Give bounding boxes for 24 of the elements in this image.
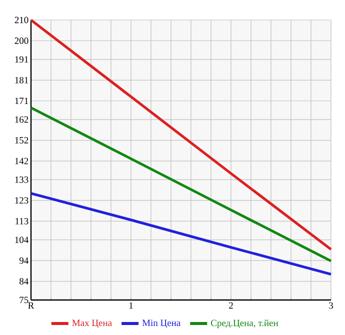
y-tick-label: 181 (15, 76, 28, 84)
y-tick-label: 104 (15, 236, 28, 244)
y-tick-label: 113 (16, 218, 28, 224)
x-tick-label: 2 (229, 302, 233, 309)
y-tick-label: 84 (19, 278, 28, 285)
y-tick-label: 123 (15, 197, 28, 204)
legend-label: Сред.Цена, т.йен (211, 320, 278, 328)
line-series (30, 192, 332, 276)
line-series (30, 106, 332, 262)
x-tick-label: 1 (129, 302, 133, 309)
y-tick-label: 133 (15, 176, 28, 183)
y-tick-label: 142 (15, 158, 28, 164)
x-tick-label: 3 (329, 302, 333, 309)
x-tick-label: R (28, 302, 34, 309)
y-tick-label: 191 (15, 56, 28, 63)
y-tick-label: 152 (15, 137, 28, 144)
legend-label: Min Цена (142, 320, 180, 328)
y-tick-label: 94 (19, 257, 28, 264)
legend-label: Max Цена (72, 320, 112, 328)
y-tick-label: 200 (14, 38, 28, 44)
y-tick-label: 210 (14, 16, 28, 24)
y-tick-label: 162 (15, 116, 28, 123)
y-tick-label: 75 (20, 296, 28, 304)
y-tick-label: 171 (15, 98, 28, 104)
